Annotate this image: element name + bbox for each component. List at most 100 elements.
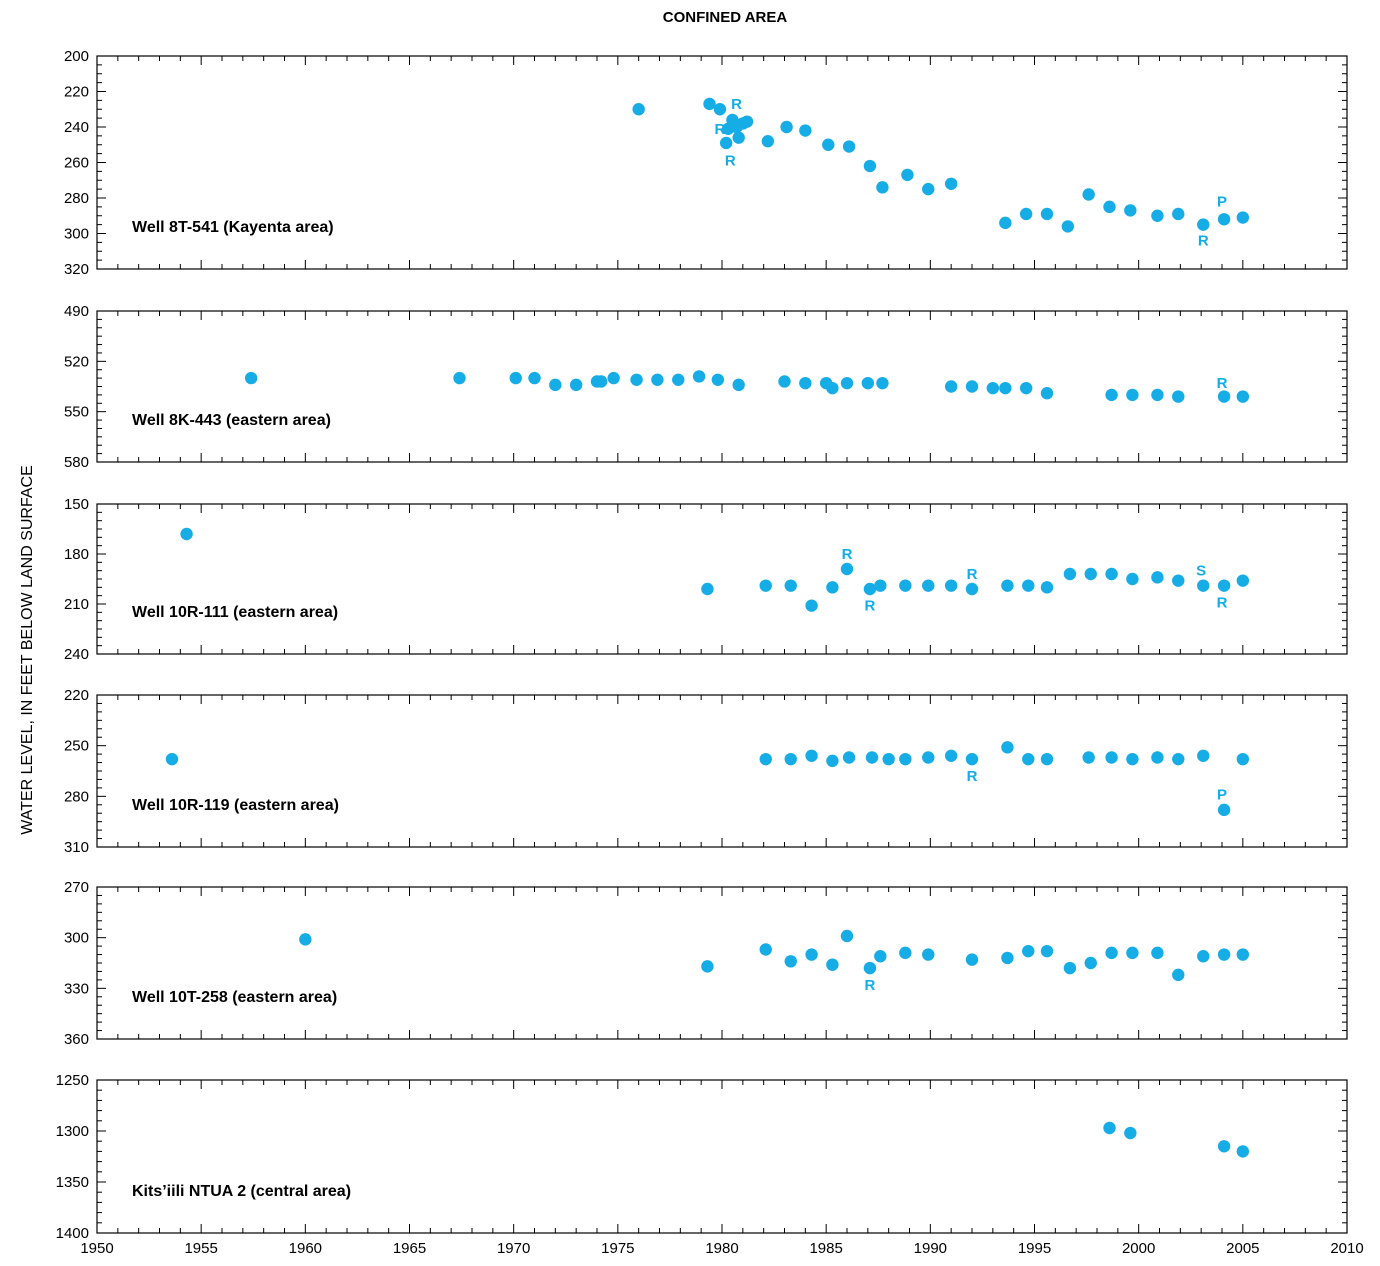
data-point [528,371,541,385]
data-point [180,527,193,541]
y-ticks [97,694,1347,848]
y-tick-label: 490 [64,303,89,320]
data-point [672,373,685,386]
data-point [826,958,839,971]
data-point [1236,211,1250,224]
data-point [719,136,733,150]
x-tick-label: 1950 [80,1240,113,1257]
series-points [180,527,1250,612]
y-tick-label: 310 [64,839,89,856]
data-point [1172,207,1185,221]
x-ticks [96,504,1348,654]
data-point [244,371,258,385]
series-points [165,741,1250,817]
data-point [1217,213,1231,226]
data-point [1022,944,1035,958]
data-point [922,579,935,592]
panel-label: Well 10R-111 (eastern area) [132,604,338,621]
data-point [1151,388,1164,402]
data-point [865,751,879,764]
panel-frame [96,1079,1348,1234]
data-point [1082,751,1095,764]
data-point [1217,803,1231,817]
point-annotation: R [714,121,725,138]
data-point [1126,572,1139,586]
data-point [965,380,979,393]
data-point [1103,1121,1116,1135]
data-point [1082,188,1095,201]
data-point [805,599,818,612]
data-point [632,103,645,116]
y-ticks [97,310,1347,463]
y-tick-label: 1350 [56,1174,89,1191]
panel-frame [96,55,1348,270]
data-point [805,749,818,762]
x-tick-label: 2005 [1226,1240,1259,1257]
data-point [784,955,797,968]
data-point [1197,950,1210,963]
data-point [1236,752,1250,766]
data-point [509,371,522,385]
panel-label: Well 10T-258 (eastern area) [132,989,337,1006]
data-point [876,376,889,390]
panel-2: 490 520 550 580 Well 8K-443 (eastern area) R [64,303,1348,471]
data-point [799,376,812,390]
series-points [244,370,1250,403]
data-point [1105,567,1118,581]
data-point [630,373,643,386]
data-point [1040,207,1054,221]
data-point [1022,752,1035,766]
data-point [1084,567,1097,581]
data-point [569,378,583,392]
series-points [1103,1121,1250,1158]
data-point [651,373,664,386]
data-point [732,378,745,392]
data-point [692,370,706,383]
data-point [1061,220,1075,233]
data-point [1040,387,1054,400]
point-annotation: R [1217,375,1228,392]
y-tick-label: 1400 [56,1225,89,1242]
data-point [1019,207,1033,221]
data-point [965,582,979,596]
data-point [863,961,877,975]
point-annotation: R [1198,233,1209,250]
data-point [713,103,727,116]
panel-frame [96,694,1348,848]
data-point [944,177,958,190]
y-tick-label: 550 [64,404,89,421]
data-point [1236,1145,1250,1158]
data-point [1217,579,1231,592]
data-point [1105,388,1118,402]
data-point [842,751,856,764]
data-point [1217,1140,1231,1153]
y-tick-label: 360 [64,1031,89,1048]
data-point [1126,946,1139,960]
data-point [607,371,620,385]
data-point [944,380,958,393]
data-point [1019,381,1033,395]
y-tick-label: 280 [64,190,89,207]
data-point [1151,946,1164,960]
x-ticks [96,695,1348,847]
data-point [899,946,912,960]
data-point [944,749,958,762]
data-point [1172,752,1185,766]
y-tick-label: 1300 [56,1123,89,1140]
x-tick-label: 1975 [601,1240,634,1257]
data-point [965,953,979,966]
panel-frame [96,886,1348,1040]
x-tick-label: 1985 [809,1240,842,1257]
data-point [840,562,854,576]
y-tick-label: 200 [64,48,89,65]
data-point [1236,574,1250,587]
data-point [1126,752,1139,766]
data-point [1001,951,1014,965]
data-point [1236,390,1250,403]
data-point [1217,390,1231,403]
data-point [761,135,775,148]
y-tick-label: 280 [64,788,89,805]
data-point [822,138,835,151]
x-tick-label: 1965 [393,1240,426,1257]
